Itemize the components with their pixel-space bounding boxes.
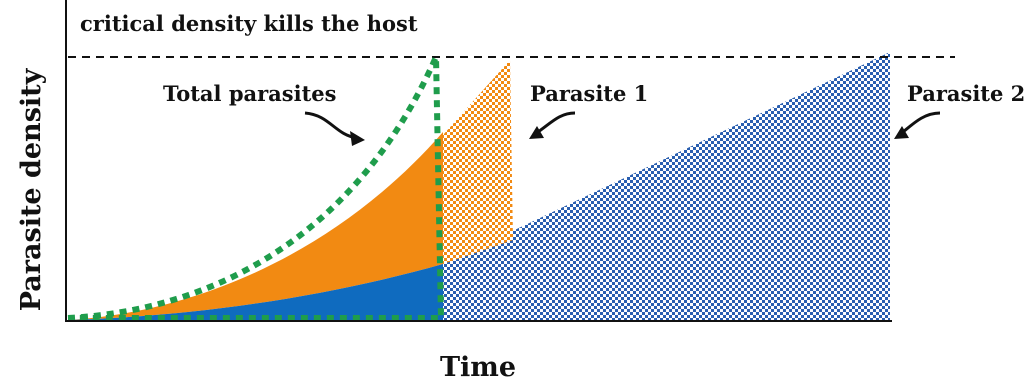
total-parasites-arrowhead <box>350 131 365 146</box>
parasite1-checkered-area <box>443 60 513 264</box>
parasite2-arrowhead <box>894 126 909 139</box>
critical-density-label: critical density kills the host <box>80 11 418 36</box>
parasite2-solid-area <box>68 264 443 320</box>
total-parasites-arrow <box>304 111 358 140</box>
parasite1-arrow <box>537 111 576 134</box>
parasite2-arrow <box>902 111 941 134</box>
y-axis-label: Parasite density <box>16 67 47 311</box>
parasite1-arrowhead <box>529 126 544 139</box>
x-axis-label: Time <box>440 352 516 383</box>
parasite2-checkered-area <box>443 52 890 320</box>
parasite1-solid-area <box>68 132 443 320</box>
parasite2-label: Parasite 2 <box>907 81 1025 106</box>
total-parasites-label: Total parasites <box>163 81 336 106</box>
total-parasites-curve <box>67 55 445 321</box>
parasite1-label: Parasite 1 <box>530 81 648 106</box>
